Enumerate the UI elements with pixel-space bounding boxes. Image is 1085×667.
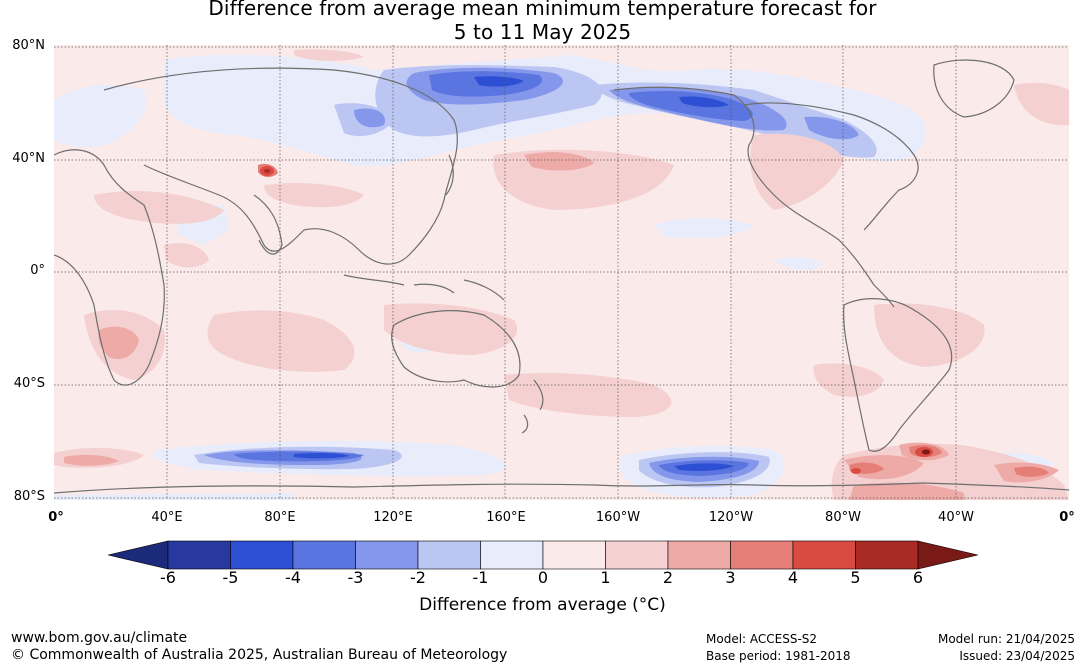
title-line-2: 5 to 11 May 2025 <box>453 20 632 44</box>
colorbar-svg <box>107 540 979 570</box>
colorbar-tick-label: 6 <box>912 568 924 587</box>
chart-title: Difference from average mean minimum tem… <box>0 0 1085 44</box>
lon-label-160w: 160°W <box>595 510 641 525</box>
colorbar-segment <box>542 540 606 570</box>
lon-label-0-left: 0° <box>48 510 64 525</box>
lon-label-0-right: 0° <box>1059 510 1075 525</box>
lon-label-120w: 120°W <box>708 510 754 525</box>
colorbar-tick-label: 3 <box>725 568 736 587</box>
colorbar-tick-label: 0 <box>537 568 549 587</box>
lon-label-40e: 40°E <box>151 510 183 525</box>
colorbar-tick-label: 5 <box>850 568 861 587</box>
colorbar-segment <box>792 540 856 570</box>
colorbar-segment <box>605 540 669 570</box>
colorbar-tick-label: 1 <box>600 568 611 587</box>
colorbar-under-extension <box>107 540 169 570</box>
lon-label-40w: 40°W <box>938 510 974 525</box>
map-svg <box>54 45 1069 500</box>
colorbar-segment <box>355 540 419 570</box>
lat-label-40n: 40°N <box>12 151 45 166</box>
lon-label-160e: 160°E <box>486 510 526 525</box>
lon-label-80e: 80°E <box>264 510 296 525</box>
colorbar-tick-label: -4 <box>285 568 301 587</box>
anomaly-pos-high-regions <box>260 166 933 474</box>
anomaly-neg5-regions <box>294 76 734 471</box>
colorbar-segment <box>292 540 356 570</box>
colorbar-tick-label: -5 <box>222 568 239 587</box>
lat-label-40s: 40°S <box>13 376 45 391</box>
lat-label-0: 0° <box>30 263 45 278</box>
colorbar-segment <box>730 540 794 570</box>
lon-label-80w: 80°W <box>825 510 861 525</box>
colorbar-tick-label: -1 <box>472 568 489 587</box>
colorbar-segment <box>417 540 481 570</box>
colorbar-tick-label: -3 <box>347 568 364 587</box>
lat-label-80s: 80°S <box>13 489 45 504</box>
anomaly-map <box>54 45 1069 500</box>
colorbar-tick-label: 2 <box>662 568 674 587</box>
colorbar-tick-label: 4 <box>787 568 799 587</box>
lat-label-80n: 80°N <box>12 38 45 53</box>
colorbar-tick-label: -2 <box>410 568 426 587</box>
colorbar-segment <box>855 540 919 570</box>
footer-url: www.bom.gov.au/climate <box>11 630 188 646</box>
graticule <box>54 45 1069 500</box>
colorbar-label: Difference from average (°C) <box>419 595 666 615</box>
footer-model-run: Model run: 21/04/2025 <box>937 632 1075 646</box>
colorbar-segment <box>167 540 231 570</box>
footer-model: Model: ACCESS-S2 <box>706 632 818 646</box>
colorbar-segment <box>230 540 294 570</box>
colorbar-segment <box>667 540 731 570</box>
title-line-1: Difference from average mean minimum tem… <box>208 0 877 20</box>
footer-copyright: © Commonwealth of Australia 2025, Austra… <box>11 647 508 663</box>
colorbar-tick-label: -6 <box>160 568 176 587</box>
colorbar <box>107 540 979 574</box>
footer-issued: Issued: 23/04/2025 <box>959 649 1075 663</box>
lon-label-120e: 120°E <box>373 510 413 525</box>
footer-base-period: Base period: 1981-2018 <box>706 649 851 663</box>
colorbar-over-extension <box>917 540 979 570</box>
colorbar-segment <box>480 540 544 570</box>
coastlines <box>54 59 1069 494</box>
